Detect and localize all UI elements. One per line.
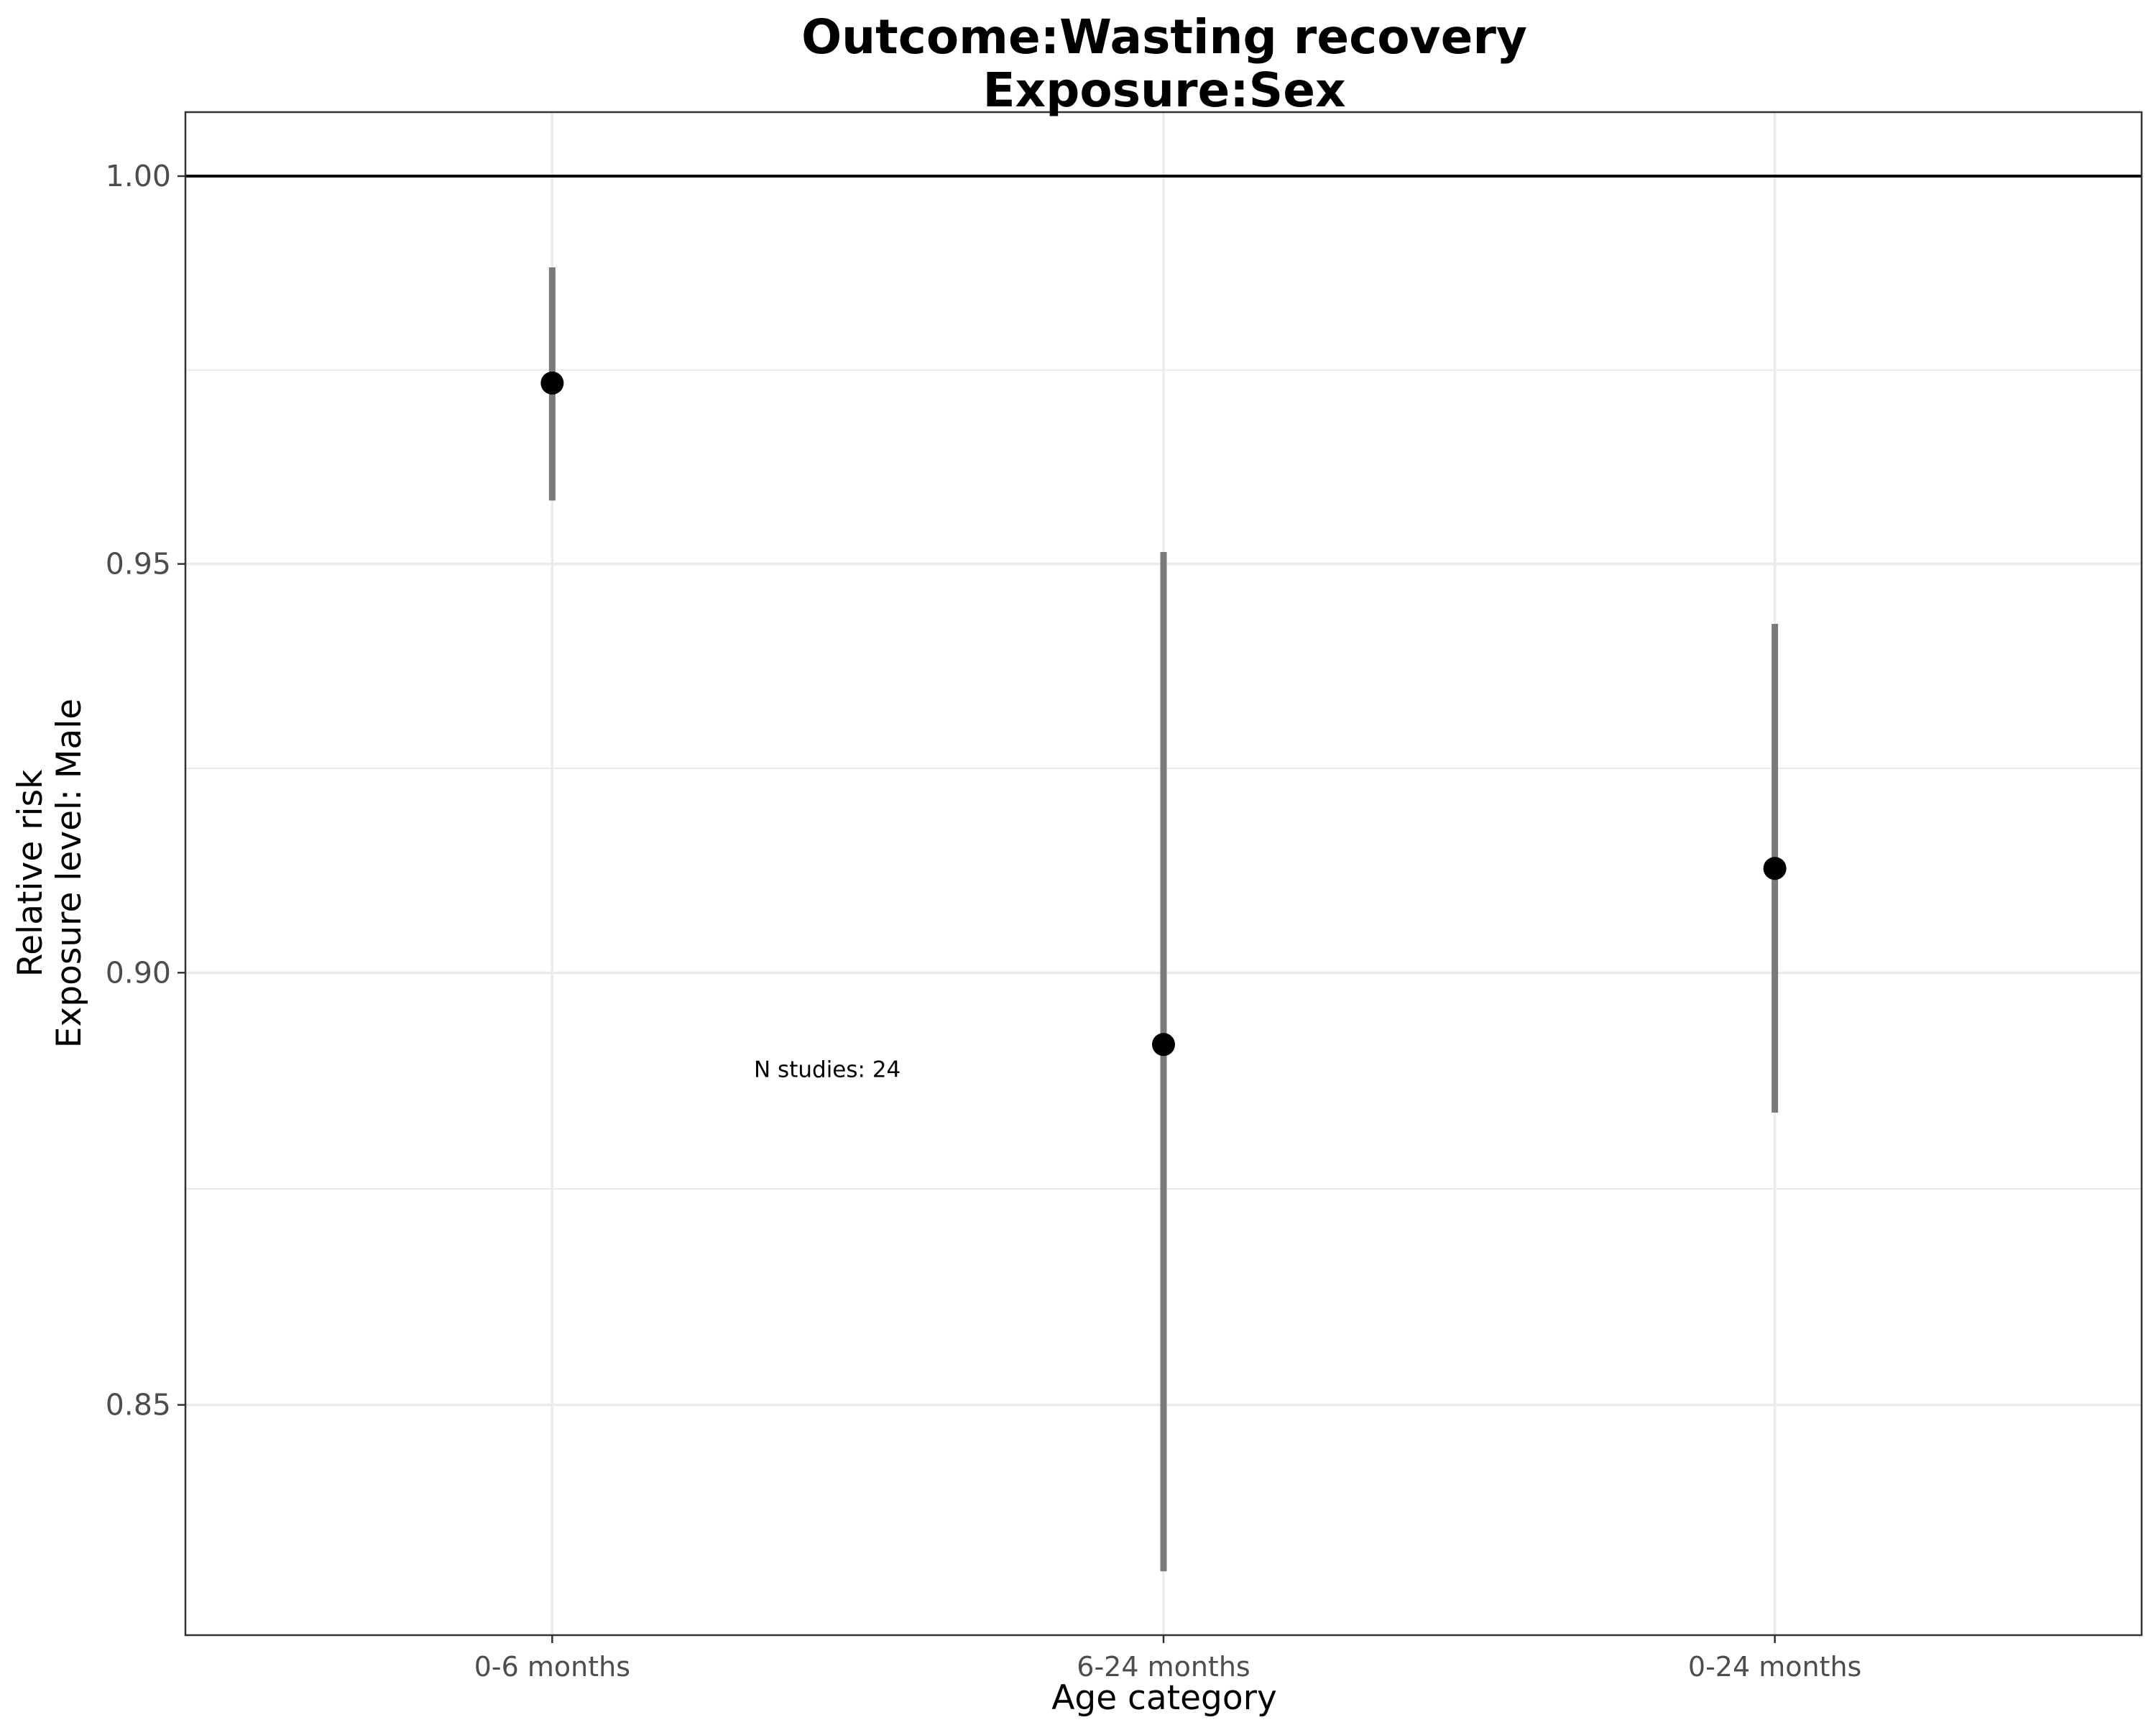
data-points: [540, 371, 1787, 1057]
x-tick-label-1: 6-24 months: [1077, 1651, 1250, 1683]
y-tick-label-2: 0.95: [106, 547, 171, 581]
y-axis-label-line-2: Exposure level: Male: [50, 699, 89, 1048]
data-point-1: [1152, 1033, 1175, 1057]
y-axis-label-line-1: Relative risk: [11, 769, 50, 977]
chart-title-line-2: Exposure:Sex: [982, 63, 1345, 118]
x-axis-label: Age category: [1051, 1678, 1277, 1718]
x-axis-ticks: 0-6 months 6-24 months 0-24 months: [474, 1635, 1861, 1683]
y-tick-label-3: 1.00: [106, 159, 171, 193]
x-tick-label-0: 0-6 months: [474, 1651, 630, 1683]
chart-title-line-1: Outcome:Wasting recovery: [801, 9, 1527, 65]
y-axis-ticks: 0.85 0.90 0.95 1.00: [106, 159, 185, 1422]
data-point-0: [540, 371, 564, 395]
y-tick-label-0: 0.85: [106, 1388, 171, 1422]
data-point-2: [1763, 857, 1787, 880]
y-tick-label-1: 0.90: [106, 955, 171, 990]
x-tick-label-2: 0-24 months: [1688, 1651, 1861, 1683]
annotation-n-studies: N studies: 24: [754, 1057, 900, 1083]
